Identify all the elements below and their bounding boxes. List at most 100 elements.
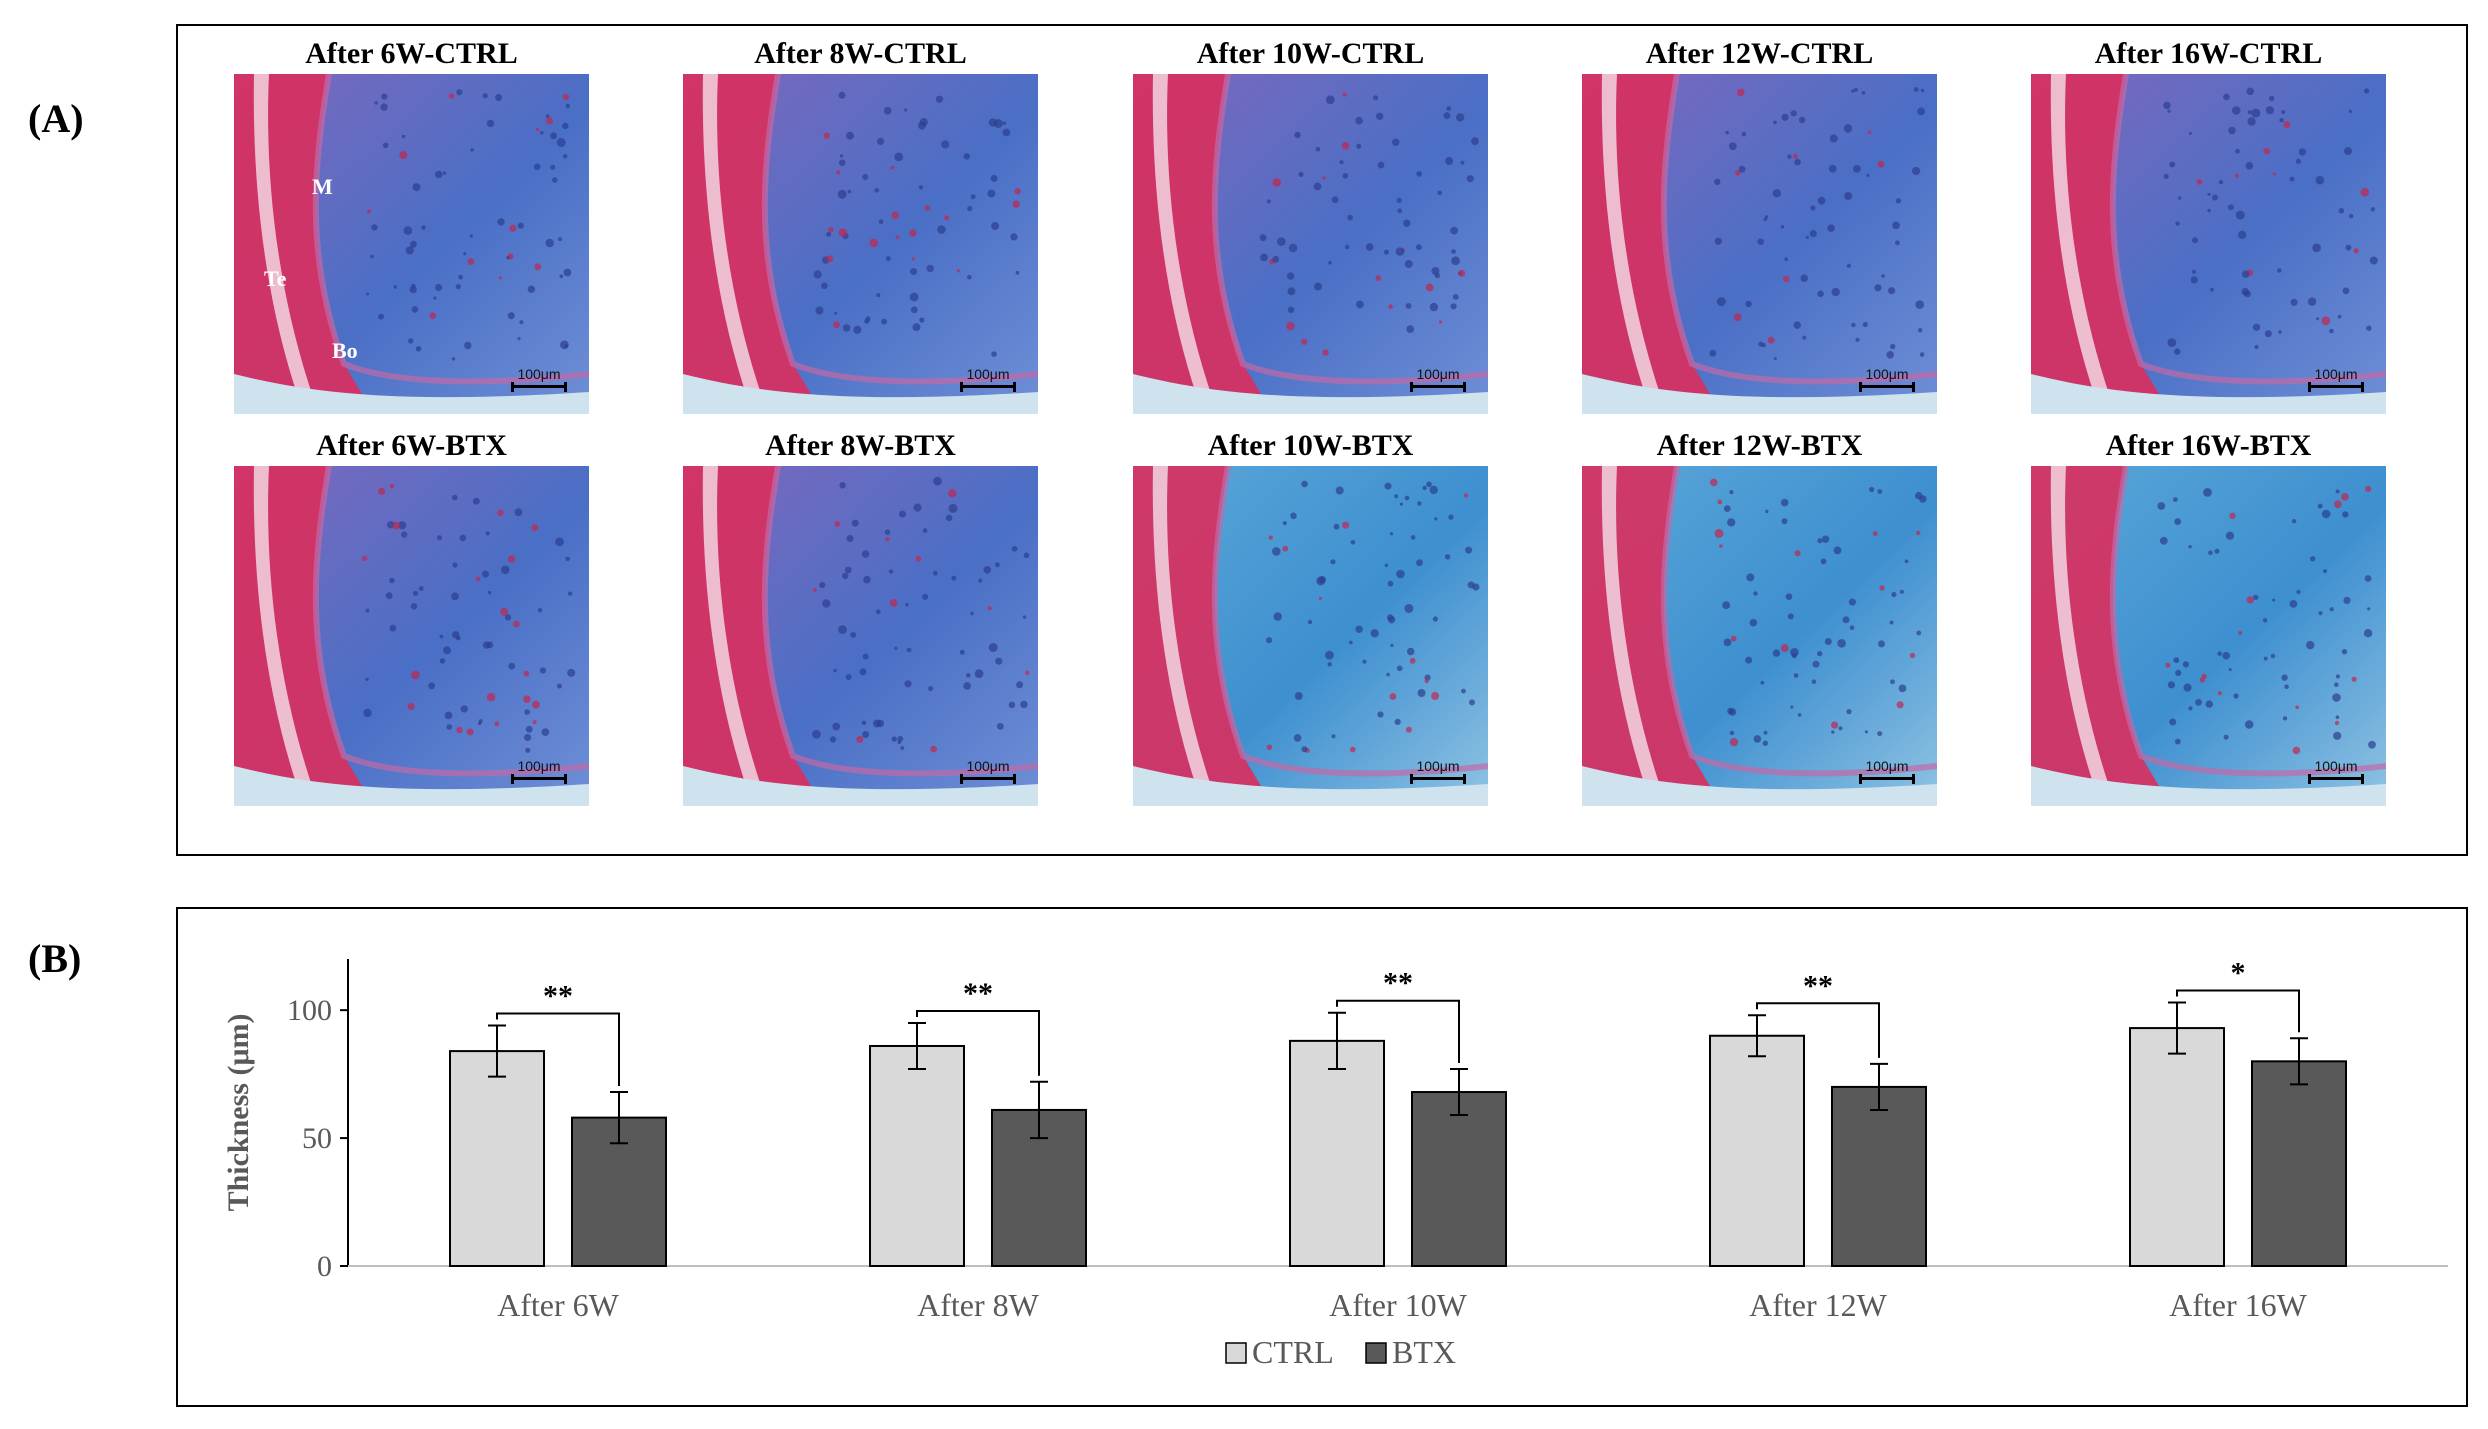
micrograph-image	[234, 466, 589, 806]
significance-marker: **	[1803, 969, 1833, 1002]
micrograph: 100μm	[1133, 466, 1488, 806]
micrograph-image	[2031, 466, 2386, 806]
tile-caption: After 16W-BTX	[2105, 429, 2312, 462]
micrograph-image	[1582, 74, 1937, 414]
micrograph: 100μm M Te Bo	[234, 74, 589, 414]
legend-swatch-ctrl	[1225, 1342, 1247, 1364]
scale-bar-line	[1410, 382, 1466, 392]
bar-btx	[2251, 1060, 2347, 1267]
micrograph-image	[234, 74, 589, 414]
thickness-bar-chart: 0 50 100 Thickness (μm) ** After 6W ** After 8W…	[222, 956, 2448, 1370]
scale-bar-label: 100μm	[2314, 758, 2358, 774]
micrograph-image	[683, 466, 1038, 806]
y-tick-label: 50	[302, 1122, 332, 1155]
micrograph: 100μm	[1582, 74, 1937, 414]
histology-tile: After 8W-CTRL 100μm	[683, 34, 1038, 414]
scale-bar-line	[511, 382, 567, 392]
tile-caption: After 10W-CTRL	[1196, 37, 1425, 70]
scale-bar-label: 100μm	[966, 758, 1010, 774]
bar-btx	[1411, 1091, 1507, 1267]
bar-ctrl	[2129, 1027, 2225, 1267]
micrograph-image	[683, 74, 1038, 414]
scale-bar: 100μm	[1859, 366, 1915, 392]
x-tick-label: After 10W	[1329, 1287, 1468, 1323]
scale-bar: 100μm	[511, 366, 567, 392]
significance-marker: **	[1383, 967, 1413, 1000]
scale-bar-label: 100μm	[1416, 366, 1460, 382]
scale-bar: 100μm	[1859, 758, 1915, 784]
scale-bar-line	[1859, 382, 1915, 392]
significance-bracket	[2176, 989, 2300, 1033]
scale-bar-line	[960, 382, 1016, 392]
panel-a-label: (A)	[28, 96, 84, 141]
scale-bar-label: 100μm	[1416, 758, 1460, 774]
tissue-label: Bo	[332, 338, 358, 363]
significance-bracket	[1756, 1002, 1880, 1058]
significance-marker: **	[543, 980, 573, 1013]
scale-bar: 100μm	[2308, 758, 2364, 784]
histology-tile: After 6W-BTX 100μm	[234, 426, 589, 806]
scale-bar-line	[2308, 382, 2364, 392]
bar-ctrl	[869, 1044, 965, 1267]
micrograph-image	[1582, 466, 1937, 806]
scale-bar-line	[2308, 774, 2364, 784]
micrograph: 100μm	[2031, 466, 2386, 806]
x-tick-label: After 8W	[917, 1287, 1040, 1323]
tile-caption: After 12W-CTRL	[1645, 37, 1874, 70]
x-tick-label: After 16W	[2169, 1287, 2308, 1323]
bar-btx	[1831, 1085, 1927, 1267]
scale-bar-line	[511, 774, 567, 784]
histology-panel: After 6W-CTRL 100μm M Te Bo After 8W-CTRL 10…	[176, 24, 2468, 856]
histology-tile: After 12W-BTX 100μm	[1582, 426, 1937, 806]
micrograph: 100μm	[1582, 466, 1937, 806]
scale-bar: 100μm	[2308, 366, 2364, 392]
legend-label-ctrl: CTRL	[1252, 1334, 1334, 1370]
tile-caption: After 12W-BTX	[1656, 429, 1863, 462]
thickness-chart-panel: 0 50 100 Thickness (μm) ** After 6W ** After 8W…	[176, 907, 2468, 1407]
tile-caption: After 10W-BTX	[1207, 429, 1414, 462]
scale-bar-label: 100μm	[1865, 366, 1909, 382]
bar-ctrl	[1709, 1034, 1805, 1267]
micrograph-image	[1133, 466, 1488, 806]
micrograph: 100μm	[1133, 74, 1488, 414]
scale-bar-label: 100μm	[1865, 758, 1909, 774]
tile-caption: After 16W-CTRL	[2094, 37, 2323, 70]
y-tick-label: 0	[317, 1250, 332, 1283]
significance-bracket	[916, 1009, 1040, 1076]
significance-bracket	[1336, 999, 1460, 1064]
scale-bar-label: 100μm	[2314, 366, 2358, 382]
legend-swatch-btx	[1365, 1342, 1387, 1364]
y-tick-label: 100	[287, 994, 332, 1027]
scale-bar-line	[1859, 774, 1915, 784]
legend-label-btx: BTX	[1392, 1334, 1456, 1370]
scale-bar-label: 100μm	[517, 758, 561, 774]
micrograph: 100μm	[2031, 74, 2386, 414]
histology-tile: After 16W-CTRL 100μm	[2031, 34, 2386, 414]
tissue-label: Te	[264, 266, 287, 291]
tile-caption: After 8W-BTX	[765, 429, 956, 462]
x-tick-label: After 12W	[1749, 1287, 1888, 1323]
scale-bar-label: 100μm	[966, 366, 1010, 382]
y-axis-title: Thickness (μm)	[222, 1014, 255, 1212]
tile-caption: After 6W-CTRL	[305, 37, 518, 70]
bar-ctrl	[449, 1050, 545, 1267]
tissue-label: M	[312, 174, 333, 199]
significance-bracket	[496, 1012, 620, 1087]
histology-tile: After 8W-BTX 100μm	[683, 426, 1038, 806]
tile-caption: After 6W-BTX	[316, 429, 507, 462]
bar-ctrl	[1289, 1039, 1385, 1267]
histology-tile: After 6W-CTRL 100μm M Te Bo	[234, 34, 589, 414]
panel-b-label: (B)	[28, 936, 82, 981]
micrograph-image	[2031, 74, 2386, 414]
histology-tile: After 16W-BTX 100μm	[2031, 426, 2386, 806]
scale-bar-line	[1410, 774, 1466, 784]
scale-bar: 100μm	[1410, 366, 1466, 392]
scale-bar: 100μm	[1410, 758, 1466, 784]
micrograph: 100μm	[683, 466, 1038, 806]
scale-bar-label: 100μm	[517, 366, 561, 382]
micrograph: 100μm	[683, 74, 1038, 414]
histology-tile: After 12W-CTRL 100μm	[1582, 34, 1937, 414]
scale-bar-line	[960, 774, 1016, 784]
histology-tile: After 10W-CTRL 100μm	[1133, 34, 1488, 414]
scale-bar: 100μm	[511, 758, 567, 784]
